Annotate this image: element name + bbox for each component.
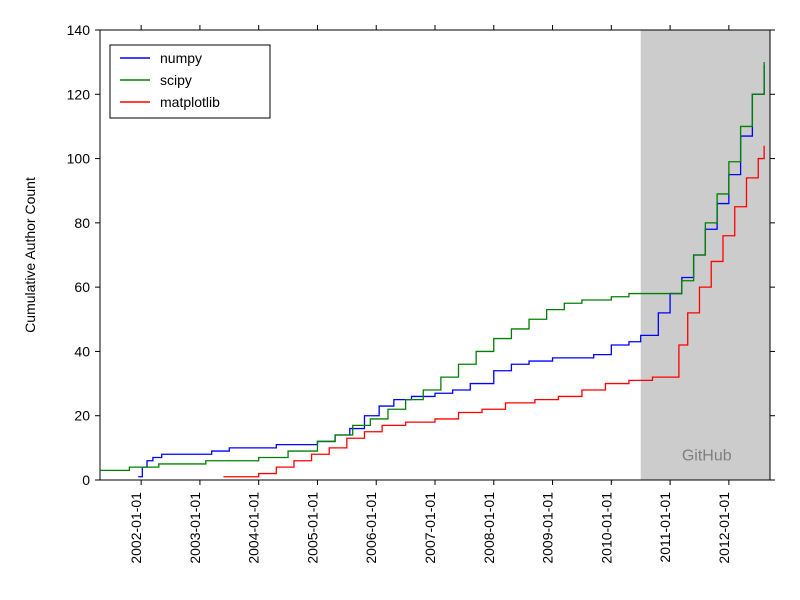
x-tick-label: 2003-01-01 <box>187 492 203 564</box>
x-tick-label: 2002-01-01 <box>128 492 144 564</box>
legend-label-numpy: numpy <box>160 50 202 66</box>
y-tick-label: 40 <box>74 343 90 359</box>
chart-container: 0 20 40 60 80 100 120 140 2002-01-01 2003-01-01 20… <box>0 0 800 600</box>
x-tick-label: 2006-01-01 <box>363 492 379 564</box>
y-tick-label: 120 <box>67 86 91 102</box>
x-tick-label: 2007-01-01 <box>422 492 438 564</box>
x-tick-label: 2009-01-01 <box>540 492 556 564</box>
chart-svg: 0 20 40 60 80 100 120 140 2002-01-01 2003-01-01 20… <box>0 0 800 600</box>
github-label: GitHub <box>682 448 732 465</box>
y-tick-label: 20 <box>74 408 90 424</box>
x-tick-label: 2011-01-01 <box>657 492 673 563</box>
x-tick-label: 2005-01-01 <box>304 492 320 564</box>
y-tick-label: 0 <box>82 472 90 488</box>
y-tick-label: 140 <box>67 22 91 38</box>
y-axis-label: Cumulative Author Count <box>22 177 38 333</box>
legend-label-scipy: scipy <box>160 72 192 88</box>
x-tick-label: 2012-01-01 <box>716 492 732 564</box>
legend-label-matplotlib: matplotlib <box>160 94 220 110</box>
y-tick-label: 100 <box>67 151 91 167</box>
x-tick-label: 2004-01-01 <box>246 492 262 564</box>
y-tick-label: 80 <box>74 215 90 231</box>
y-tick-label: 60 <box>74 279 90 295</box>
x-tick-label: 2010-01-01 <box>598 492 614 564</box>
x-tick-label: 2008-01-01 <box>481 492 497 564</box>
